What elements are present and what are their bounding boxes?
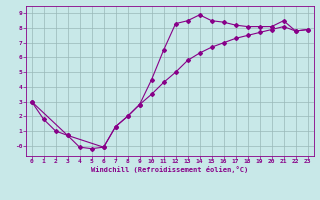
- X-axis label: Windchill (Refroidissement éolien,°C): Windchill (Refroidissement éolien,°C): [91, 166, 248, 173]
